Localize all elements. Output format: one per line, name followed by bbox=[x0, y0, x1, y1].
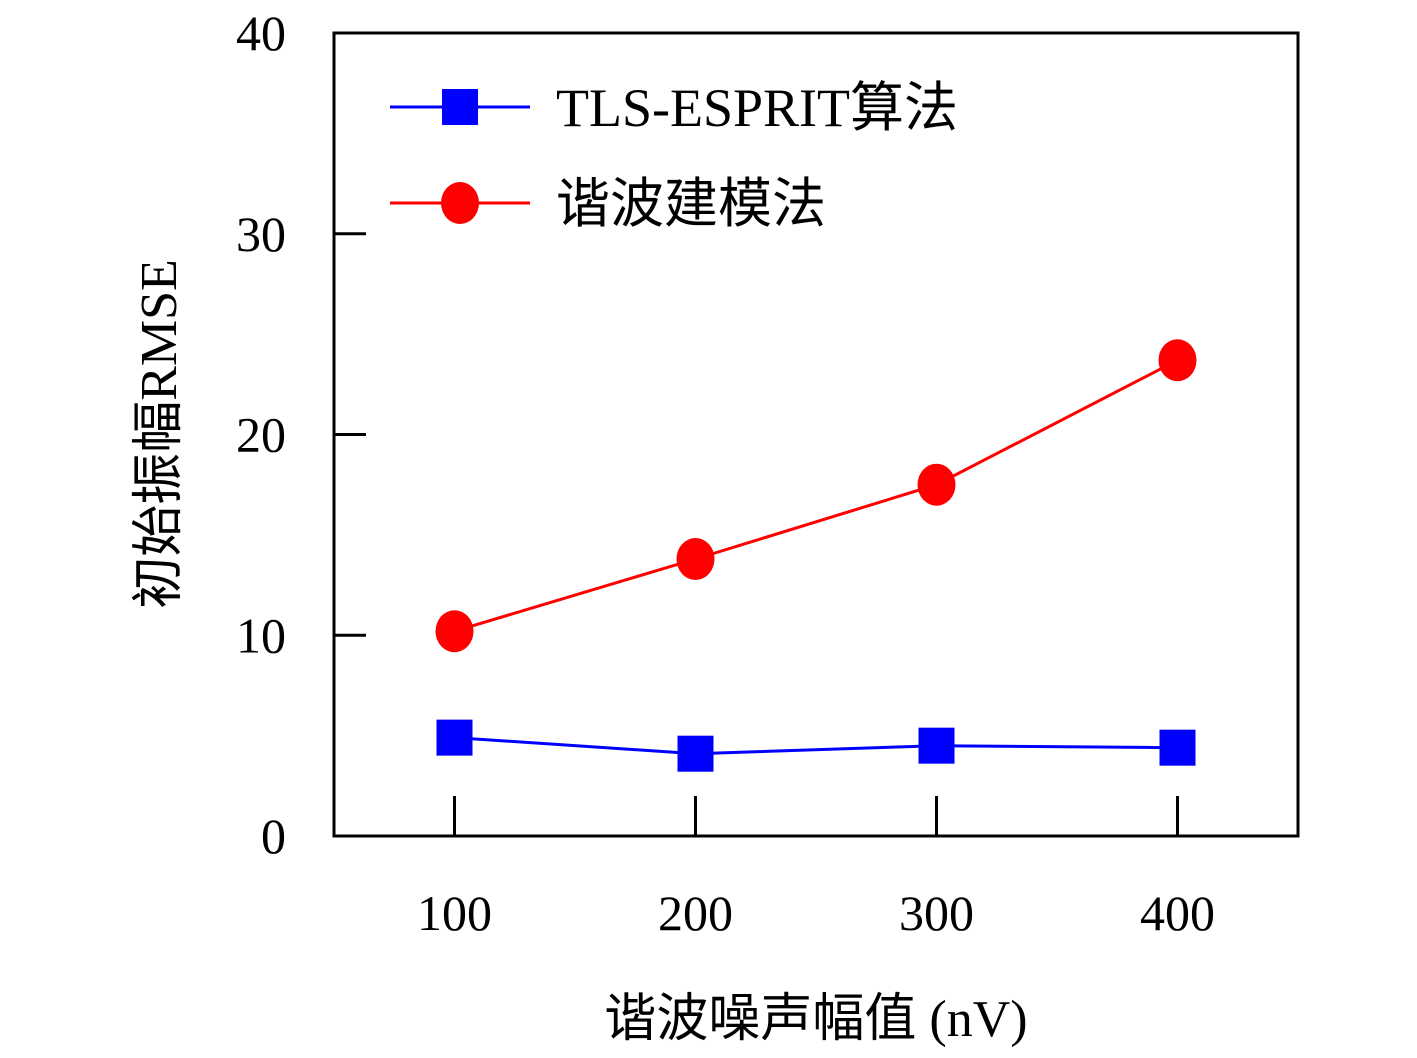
series-2-point bbox=[917, 463, 956, 506]
y-tick-label: 10 bbox=[236, 607, 286, 663]
series-1-point bbox=[1159, 729, 1196, 766]
x-tick-label: 300 bbox=[899, 885, 974, 941]
y-tick-label: 40 bbox=[236, 5, 286, 61]
x-tick-label: 200 bbox=[658, 885, 733, 941]
series-1-point bbox=[918, 727, 955, 764]
x-tick-label: 100 bbox=[417, 885, 492, 941]
x-axis-label: 谐波噪声幅值 (nV) bbox=[604, 991, 1027, 1048]
series-line-2 bbox=[454, 358, 1179, 633]
y-axis-ticks: 0 10 20 30 40 bbox=[236, 5, 366, 864]
series-2-point bbox=[1158, 339, 1197, 382]
legend-label-1: TLS-ESPRIT算法 bbox=[556, 78, 958, 138]
legend-label-2: 谐波建模法 bbox=[556, 174, 826, 234]
plot-frame bbox=[332, 31, 1300, 838]
series-2-point bbox=[435, 610, 474, 653]
series-1-point bbox=[436, 719, 473, 756]
x-tick-label: 400 bbox=[1140, 885, 1215, 941]
y-tick-label: 20 bbox=[236, 407, 286, 463]
legend-marker-1 bbox=[442, 89, 478, 125]
y-axis-label: 初始振幅RMSE bbox=[131, 259, 188, 609]
y-tick-label: 0 bbox=[261, 808, 286, 864]
legend-marker-2 bbox=[441, 182, 479, 224]
series-2-point bbox=[676, 537, 715, 580]
series-1-point bbox=[677, 735, 714, 772]
x-axis-ticks: 100 200 300 400 bbox=[417, 796, 1215, 941]
y-tick-label: 30 bbox=[236, 206, 286, 262]
series-layer bbox=[435, 339, 1197, 772]
series-line-1 bbox=[454, 736, 1178, 756]
